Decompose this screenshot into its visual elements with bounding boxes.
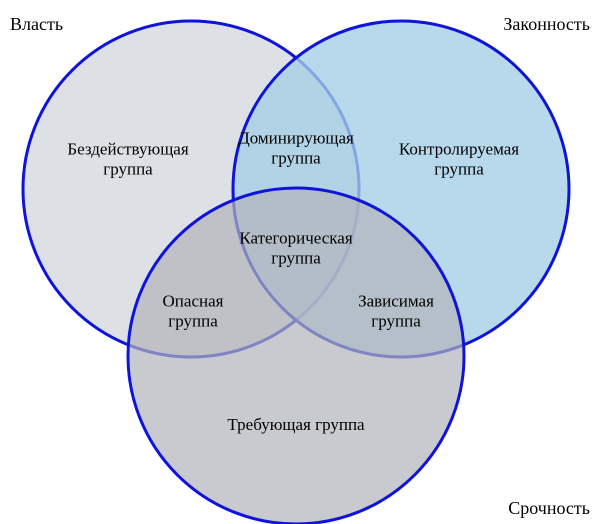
region-label-power-urgency: Опасная группа [163, 291, 224, 330]
region-label-only-legitimacy: Контролируемая группа [399, 139, 519, 178]
outer-label-power: Власть [10, 14, 63, 35]
region-label-only-urgency: Требующая группа [227, 415, 364, 435]
venn-diagram: Власть Законность Срочность Бездействующ… [0, 0, 600, 524]
region-label-all: Категорическая группа [239, 228, 352, 267]
region-label-legitimacy-urgency: Зависимая группа [358, 291, 434, 330]
region-label-only-power: Бездействующая группа [67, 139, 188, 178]
outer-label-legitimacy: Законность [503, 14, 590, 35]
outer-label-urgency: Срочность [508, 498, 590, 519]
region-label-power-legitimacy: Доминирующая группа [238, 128, 354, 167]
